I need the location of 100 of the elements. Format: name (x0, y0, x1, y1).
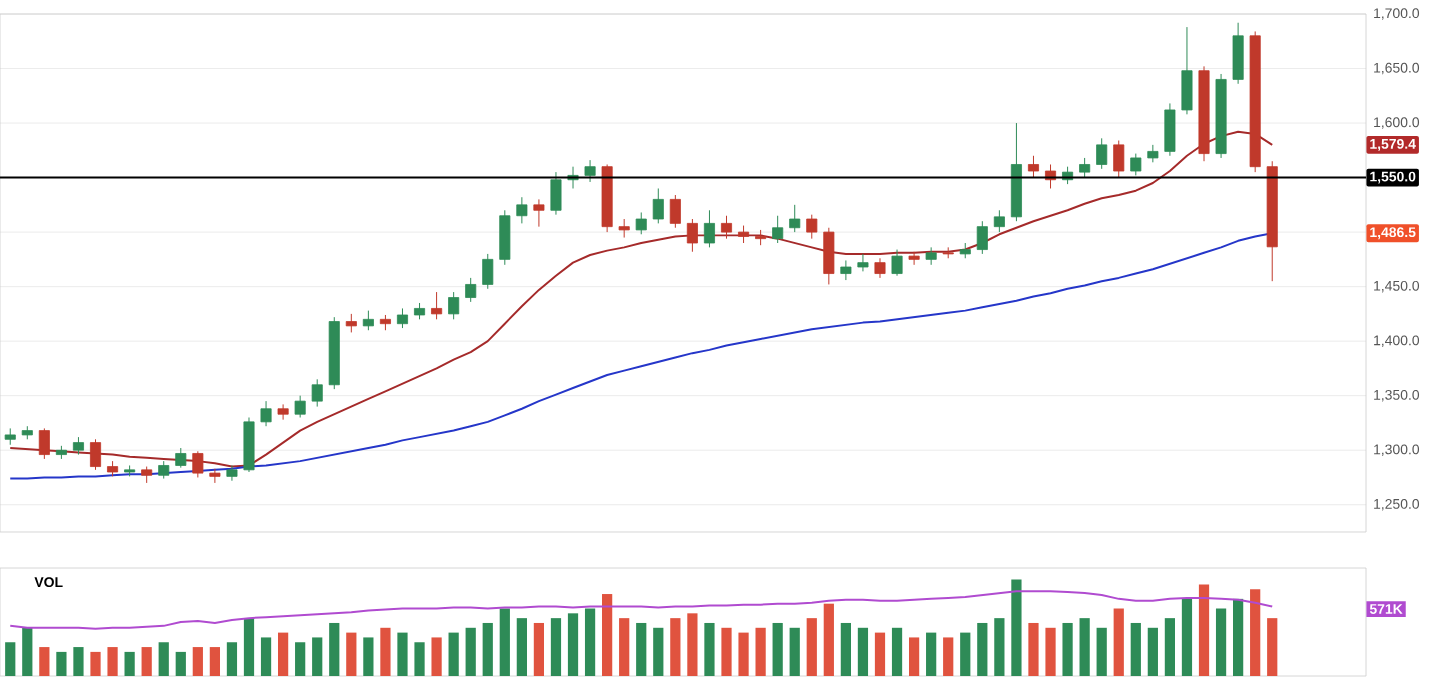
bar (516, 618, 527, 676)
bar (755, 627, 766, 676)
bar (1164, 618, 1176, 676)
candlestick (516, 196, 528, 224)
bar (397, 632, 408, 676)
candlestick (669, 194, 681, 229)
candlestick (533, 198, 545, 228)
candlestick (1079, 157, 1091, 179)
bar (687, 613, 698, 676)
candlestick (1113, 140, 1125, 179)
bar (926, 632, 937, 676)
bar (994, 618, 1005, 676)
candlestick (260, 400, 272, 427)
bar (977, 622, 988, 676)
bar (1062, 622, 1073, 676)
bar (943, 637, 954, 676)
bar (73, 647, 84, 676)
bar (1215, 608, 1227, 676)
candlestick (1147, 144, 1159, 163)
bar (1250, 589, 1261, 676)
bar (670, 618, 681, 676)
candlestick (703, 209, 715, 248)
bar (584, 608, 596, 676)
candlestick (209, 468, 221, 484)
bar (124, 651, 135, 676)
bar (175, 651, 186, 676)
candlestick (789, 204, 801, 233)
bar (5, 642, 16, 676)
bar (908, 637, 920, 676)
bar (789, 627, 800, 676)
candlestick (635, 211, 647, 235)
candlestick (448, 291, 460, 320)
bar (653, 627, 664, 676)
candlestick (243, 416, 255, 473)
candlestick (993, 209, 1005, 233)
bar (1147, 627, 1158, 676)
bar (380, 627, 391, 676)
bar (90, 651, 101, 676)
bar (414, 642, 425, 676)
candlestick (482, 253, 494, 290)
bar (619, 618, 630, 676)
bar (1079, 618, 1090, 676)
candlestick (345, 313, 357, 333)
bar (209, 647, 220, 676)
bar (1233, 598, 1244, 676)
bar (431, 637, 442, 676)
candlestick (294, 395, 306, 418)
candlestick (1130, 153, 1142, 176)
bar (772, 622, 783, 676)
bar (482, 622, 493, 676)
bar (56, 651, 67, 676)
candlestick (891, 249, 903, 277)
bar (499, 608, 510, 676)
bar (260, 637, 272, 676)
bar (840, 622, 851, 676)
bar (192, 647, 203, 676)
bar (1011, 579, 1022, 676)
candlestick (465, 277, 477, 303)
bar (1045, 627, 1056, 676)
candlestick (311, 378, 323, 408)
candlestick (584, 159, 596, 183)
bar (738, 632, 749, 676)
bar (1181, 598, 1193, 676)
candlestick (686, 218, 698, 253)
bar (960, 632, 971, 676)
bar (806, 618, 817, 676)
candlestick (1232, 22, 1244, 85)
bar (823, 603, 834, 676)
candlestick (874, 257, 886, 279)
bar (1267, 618, 1278, 676)
candlestick (1027, 155, 1039, 179)
bar (550, 618, 562, 676)
candlestick (226, 464, 238, 482)
bar (533, 622, 545, 676)
candlestick (192, 450, 204, 478)
candlestick (1096, 137, 1108, 170)
bar (1113, 608, 1124, 676)
candlestick (908, 251, 920, 266)
bar (857, 627, 869, 676)
candlestick (840, 259, 852, 281)
bar (329, 622, 340, 676)
bar (874, 632, 886, 676)
bar (704, 622, 715, 676)
candlestick (720, 215, 733, 240)
candlestick (396, 307, 408, 329)
candlestick (1164, 102, 1176, 157)
candlestick (618, 218, 630, 239)
bar (636, 622, 647, 676)
bar (107, 647, 118, 676)
bar (1028, 622, 1039, 676)
candlestick (1181, 26, 1193, 115)
candlestick (362, 310, 374, 331)
bar (141, 647, 152, 676)
bar (277, 632, 289, 676)
candlestick (89, 438, 102, 471)
bar (243, 618, 255, 676)
candlestick (277, 403, 289, 421)
bar (226, 642, 238, 676)
bar (1198, 584, 1210, 676)
bar (891, 627, 903, 676)
